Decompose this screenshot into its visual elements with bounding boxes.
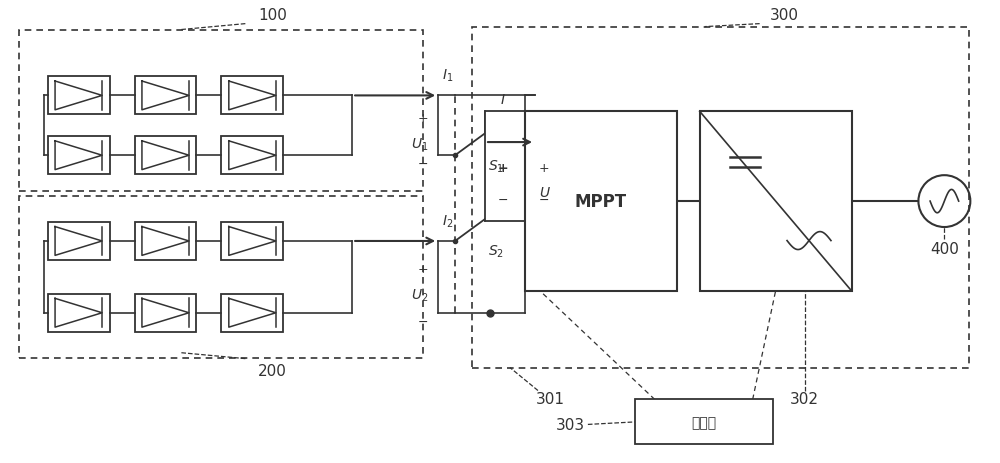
Bar [135,77,196,115]
Text: −: − [539,193,549,206]
Bar [19,197,423,358]
Text: $U_1$: $U_1$ [411,136,428,152]
Text: $I_1$: $I_1$ [442,68,453,84]
Text: $I_2$: $I_2$ [442,213,453,230]
Bar [700,112,852,291]
Bar [48,294,110,332]
Bar [48,223,110,260]
Bar [135,137,196,175]
Text: $I$: $I$ [500,93,505,107]
Bar [635,400,773,444]
Text: MPPT: MPPT [575,193,627,211]
Bar [221,294,283,332]
Text: $S_2$: $S_2$ [488,244,504,260]
Text: 302: 302 [790,391,819,406]
Bar [48,137,110,175]
Bar [221,77,283,115]
Text: +: + [539,162,550,175]
Text: $U_2$: $U_2$ [411,287,428,304]
Bar [485,112,535,222]
Text: −: − [497,193,508,206]
Bar [135,294,196,332]
Text: $S_1$: $S_1$ [488,158,504,174]
Bar [221,223,283,260]
Text: 301: 301 [535,391,564,406]
Text: 控制器: 控制器 [691,415,716,429]
Text: −: − [418,158,428,171]
Text: +: + [497,162,508,175]
Text: 300: 300 [770,7,799,23]
Bar [135,223,196,260]
Text: $U$: $U$ [539,186,551,200]
Text: 400: 400 [930,241,959,257]
Text: 100: 100 [258,7,287,23]
Text: −: − [418,315,428,328]
Text: +: + [417,263,428,276]
Text: 200: 200 [258,363,287,378]
Bar [221,137,283,175]
Bar [19,31,423,192]
Text: 303: 303 [556,417,585,432]
Bar [472,28,969,368]
Text: +: + [417,112,428,125]
Bar [525,112,677,291]
Bar [48,77,110,115]
